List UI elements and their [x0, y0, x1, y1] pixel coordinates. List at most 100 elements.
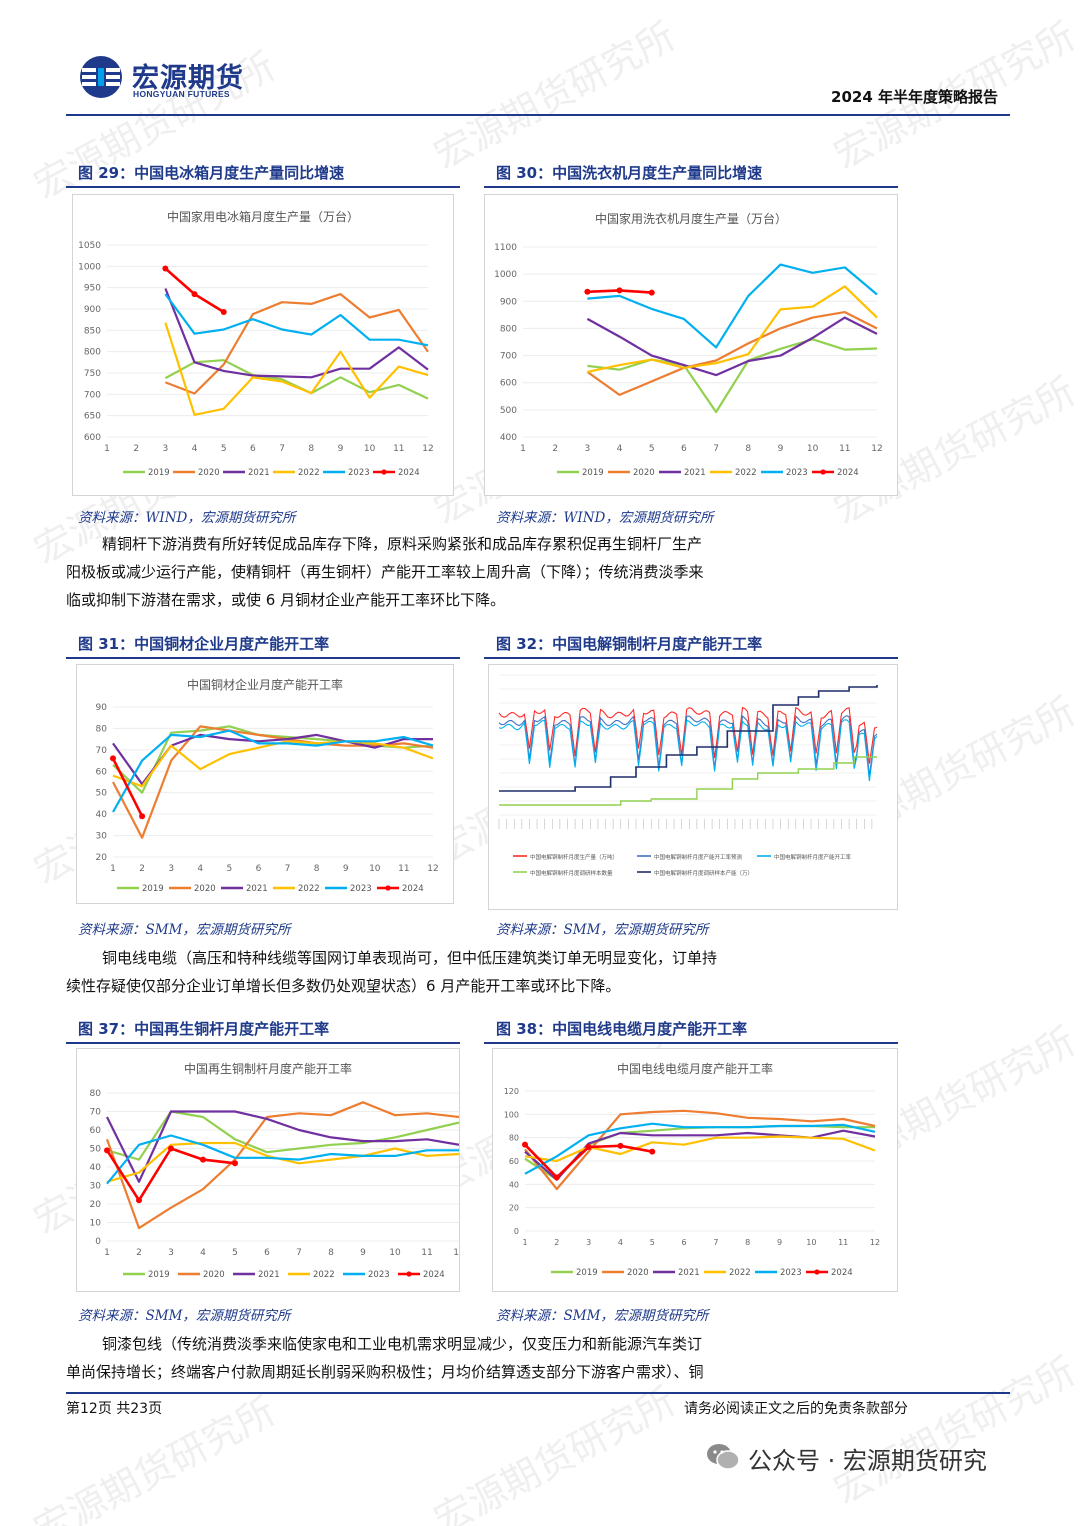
y-tick-label: 80	[90, 1089, 102, 1099]
figure-title: 图 30：中国洗衣机月度生产量同比增速	[496, 164, 763, 182]
y-tick-label: 60	[509, 1157, 519, 1166]
x-tick-label: 9	[777, 1238, 782, 1247]
legend-label: 2020	[633, 468, 655, 478]
series-point-2024	[617, 1142, 624, 1149]
x-tick-label: 1	[104, 444, 110, 454]
x-tick-label: 2	[136, 1248, 142, 1258]
x-tick-label: 5	[232, 1248, 238, 1258]
x-tick-label: 7	[285, 864, 291, 874]
legend-marker	[814, 1269, 820, 1275]
disclaimer-note: 请务必阅读正文之后的免责条款部分	[684, 1401, 908, 1417]
y-tick-label: 10	[90, 1219, 102, 1229]
paragraph-line: 单尚保持增长；终端客户付款周期延长削弱采购积极性；月均价结算透支部分下游客户需求…	[66, 1363, 704, 1381]
chart-f37: 中国再生铜制杆月度产能开工率 0 10 20 30 40 50 60 70 80 1 2 3 4 5 6 7 8 9…	[76, 1048, 465, 1292]
legend-label: 2023	[780, 1268, 802, 1278]
x-tick-label: 8	[328, 1248, 334, 1258]
paragraph-line: 续性存疑使仅部分企业订单增长但多数仍处观望状态）6 月产能开工率或环比下降。	[66, 977, 621, 995]
x-tick-label: 5	[226, 864, 232, 874]
x-tick-label: 3	[584, 444, 590, 454]
x-tick-label: 11	[398, 864, 409, 874]
x-tick-label: 4	[197, 864, 203, 874]
wechat-account: 公众号 · 宏源期货研究	[748, 1447, 987, 1475]
series-line-2022	[112, 740, 434, 788]
y-tick-label: 1000	[494, 270, 517, 280]
series-line-2023	[587, 263, 878, 349]
series-point-2024	[168, 1145, 174, 1152]
y-tick-label: 20	[96, 853, 108, 863]
series-line-2021	[164, 288, 429, 379]
y-tick-label: 850	[84, 326, 101, 336]
y-tick-label: 600	[84, 433, 101, 443]
legend-label: 2021	[678, 1268, 700, 1278]
series-line-2021	[106, 1110, 460, 1183]
report-title: 2024 年半年度策略报告	[831, 88, 998, 106]
series-line-production	[498, 706, 878, 764]
x-tick-label: 3	[168, 1248, 174, 1258]
y-tick-label: 1000	[78, 262, 101, 272]
x-tick-label: 6	[264, 1248, 270, 1258]
legend-label: 中国电解铜制杆月度产能开工率	[774, 853, 852, 861]
x-tick-label: 9	[360, 1248, 366, 1258]
y-tick-label: 60	[90, 1126, 102, 1136]
y-tick-label: 1050	[78, 241, 101, 251]
y-tick-label: 900	[500, 297, 517, 307]
x-tick-label: 8	[308, 444, 314, 454]
y-tick-label: 40	[90, 1163, 102, 1173]
x-tick-label: 12	[453, 1248, 459, 1258]
y-tick-label: 20	[509, 1204, 519, 1213]
header-rule	[66, 114, 1010, 116]
series-point-2024	[648, 289, 655, 296]
legend-label: 2020	[627, 1268, 649, 1278]
x-tick-label: 10	[389, 1248, 401, 1258]
x-tick-label: 6	[682, 1238, 687, 1247]
series-line-2023	[164, 293, 429, 347]
y-tick-label: 500	[500, 406, 517, 416]
x-tick-label: 8	[314, 864, 320, 874]
series-line-2023	[524, 1122, 876, 1175]
series-point-2024	[649, 1148, 656, 1155]
legend-label: 2024	[831, 1268, 853, 1278]
x-tick-label: 12	[422, 444, 433, 454]
legend-marker	[820, 469, 826, 475]
y-tick-label: 400	[500, 433, 517, 443]
series-line-utilization-forecast	[498, 714, 878, 776]
series-line-2020	[524, 1109, 876, 1191]
legend-marker	[406, 1271, 412, 1277]
x-tick-label: 2	[554, 1238, 559, 1247]
x-tick-label: 6	[256, 864, 262, 874]
paragraph-line: 临或抑制下游潜在需求，或使 6 月铜材企业产能开工率环比下降。	[66, 591, 506, 609]
wechat-icon	[707, 1444, 740, 1470]
source-note: 资料来源：SMM，宏源期货研究所	[496, 922, 709, 938]
series-point-2024	[162, 265, 169, 272]
legend-label: 中国电解铜制杆月度调研样本产能（万）	[654, 869, 753, 877]
y-tick-label: 80	[96, 724, 108, 734]
legend-marker	[385, 885, 391, 891]
series-line-2022	[587, 285, 878, 373]
x-tick-label: 8	[745, 1238, 750, 1247]
legend-label: 2021	[684, 468, 706, 478]
chart-title: 中国电线电缆月度产能开工率	[617, 1061, 773, 1076]
y-tick-label: 950	[84, 284, 101, 294]
legend-label: 2020	[203, 1270, 225, 1280]
logo-text-en: HONGYUAN FUTURES	[133, 89, 230, 99]
y-tick-label: 650	[84, 412, 101, 422]
legend-label: 2020	[198, 468, 220, 478]
series-point-2024	[553, 1174, 560, 1181]
y-tick-label: 700	[84, 390, 101, 400]
x-tick-label: 1	[104, 1248, 110, 1258]
x-tick-label: 6	[250, 444, 256, 454]
legend-label: 中国电解铜制杆月度生产量（万吨）	[530, 853, 618, 861]
series-line-2020	[105, 1101, 460, 1230]
chart-title: 中国铜材企业月度产能开工率	[187, 677, 343, 692]
figure-rule	[66, 657, 460, 659]
logo-mark-icon	[80, 56, 122, 98]
legend-label: 中国电解铜制杆月度调研样本数量	[530, 869, 613, 877]
chart-title: 中国家用洗衣机月度生产量（万台）	[595, 211, 787, 226]
watermark: 宏源期货研究所	[426, 1378, 683, 1526]
series-point-2024	[585, 1144, 592, 1150]
chart-f29: 中国家用电冰箱月度生产量（万台） 600 650 700 750 800 850 900 950…	[72, 194, 454, 496]
x-tick-label: 11	[839, 444, 850, 454]
legend-label: 2019	[582, 468, 604, 478]
y-tick-label: 40	[96, 810, 108, 820]
legend-marker	[381, 469, 387, 475]
